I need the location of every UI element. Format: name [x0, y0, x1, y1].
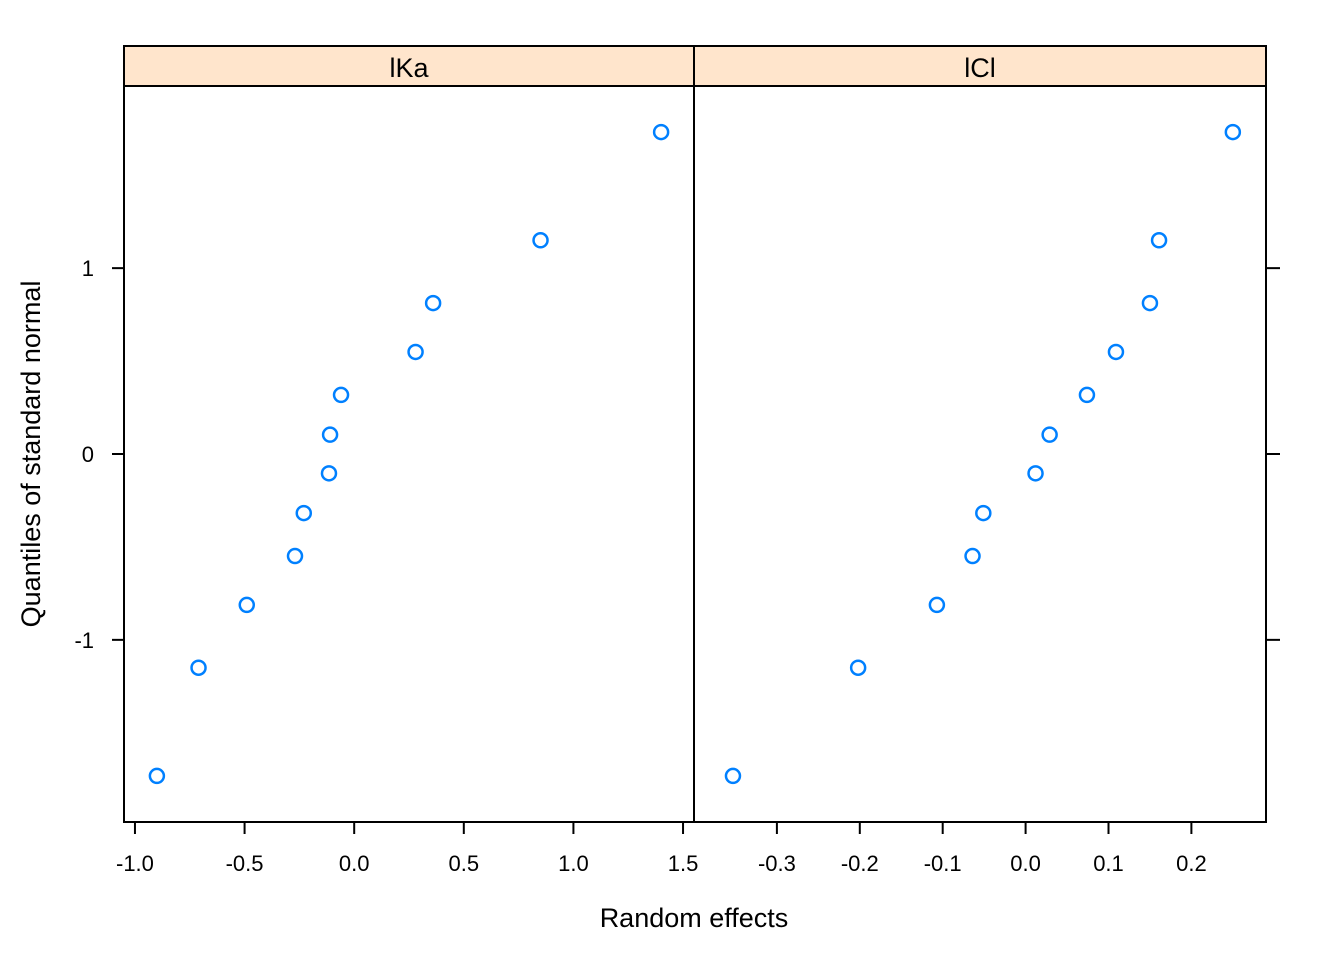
data-point-lCl-4 — [964, 547, 981, 565]
y-tick-label: 1 — [82, 256, 94, 281]
data-point-lKa-2 — [190, 659, 207, 676]
data-point-lCl-1 — [724, 767, 742, 785]
data-point-lCl-5 — [975, 504, 992, 522]
x-tick-label-lKa: -1.0 — [116, 851, 154, 876]
strip-label-lCl: lCl — [964, 53, 996, 83]
y-tick-label: 0 — [82, 442, 94, 467]
data-point-lKa-9 — [407, 343, 424, 361]
strip-lKa — [123, 45, 695, 87]
data-point-lKa-5 — [295, 504, 313, 522]
data-point-lKa-11 — [532, 232, 549, 249]
panel-frame-lCl — [693, 85, 1267, 823]
x-tick-label-lKa: -0.5 — [226, 851, 264, 876]
data-point-lCl-8 — [1078, 386, 1096, 404]
data-point-lKa-12 — [652, 123, 670, 141]
x-tick-label-lCl: -0.3 — [758, 851, 796, 876]
x-tick-label-lCl: -0.2 — [841, 851, 879, 876]
data-point-lKa-3 — [238, 596, 256, 614]
data-point-lKa-1 — [148, 767, 166, 785]
data-point-lCl-10 — [1141, 294, 1159, 312]
data-point-lKa-8 — [332, 386, 350, 404]
x-tick-label-lKa: 0.5 — [449, 851, 480, 876]
x-tick-label-lCl: 0.1 — [1093, 851, 1124, 876]
panels-group: lKa -1.0 -0.5 0.0 0.5 1.0 1.5 lCl -0.3 -0.2 -0.1 0.… — [74, 45, 1280, 876]
strip-label-lKa: lKa — [389, 53, 429, 83]
x-tick-label-lCl: 0.0 — [1010, 851, 1041, 876]
data-point-lCl-2 — [849, 659, 867, 676]
x-tick-label-lCl: 0.2 — [1176, 851, 1207, 876]
y-tick-label: -1 — [74, 628, 94, 653]
x-tick-label-lKa: 1.5 — [668, 851, 699, 876]
x-tick-label-lKa: 0.0 — [339, 851, 370, 876]
x-axis-label: Random effects — [600, 903, 789, 933]
x-tick-label-lCl: -0.1 — [924, 851, 962, 876]
data-point-lCl-7 — [1041, 426, 1058, 443]
data-point-lCl-12 — [1224, 123, 1242, 141]
data-point-lKa-4 — [286, 547, 304, 565]
data-point-lKa-6 — [320, 465, 338, 482]
data-point-lCl-11 — [1150, 232, 1168, 249]
data-point-lKa-10 — [424, 294, 442, 312]
x-tick-label-lKa: 1.0 — [558, 851, 589, 876]
data-point-lCl-6 — [1027, 465, 1044, 482]
data-point-lCl-3 — [928, 596, 946, 614]
panel-frame-lKa — [123, 85, 695, 823]
data-point-lCl-9 — [1107, 343, 1125, 361]
strip-lCl — [693, 45, 1267, 87]
data-point-lKa-7 — [321, 426, 339, 443]
y-axis-label: Quantiles of standard normal — [16, 281, 46, 628]
